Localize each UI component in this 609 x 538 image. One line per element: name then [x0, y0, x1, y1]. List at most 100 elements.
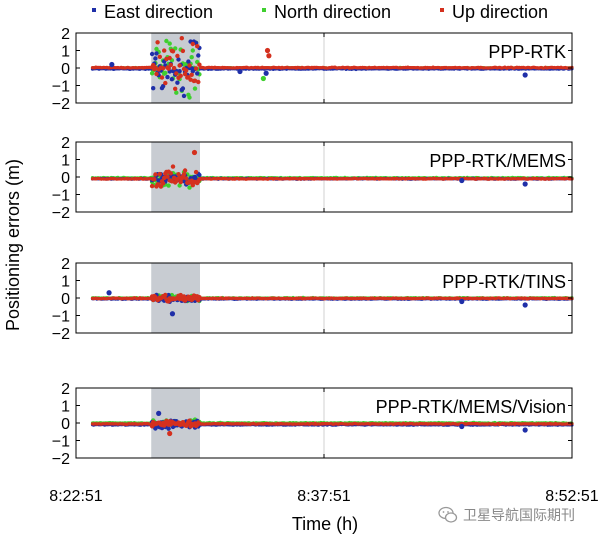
point-up	[188, 77, 193, 82]
point-up	[169, 179, 175, 184]
outlier-point	[522, 302, 528, 308]
point-north	[192, 86, 198, 91]
point-up	[184, 68, 189, 73]
legend-label-east: East direction	[104, 2, 213, 22]
outlier-point	[266, 53, 272, 59]
point-east	[154, 51, 159, 56]
point-north	[169, 292, 175, 298]
point-up	[155, 40, 160, 45]
point-up	[167, 55, 172, 61]
outlier-point	[522, 72, 528, 78]
point-up	[154, 71, 159, 77]
outlier-point	[522, 181, 528, 187]
legend-marker-north	[262, 8, 266, 12]
y-tick-label: 2	[61, 135, 70, 152]
point-north	[164, 38, 169, 44]
point-east	[181, 93, 187, 99]
point-up	[165, 174, 170, 179]
point-north	[187, 185, 192, 190]
point-up	[168, 171, 173, 176]
point-up	[192, 78, 198, 83]
y-tick-label: −1	[52, 79, 70, 96]
point-up	[159, 75, 165, 80]
point-east	[165, 74, 170, 80]
outlier-point	[459, 298, 465, 305]
point-north	[177, 183, 182, 188]
legend-marker-up	[440, 8, 444, 12]
point-north	[190, 48, 195, 53]
point-up	[171, 175, 177, 180]
point-east	[197, 172, 202, 178]
point-north	[189, 55, 194, 60]
point-up	[170, 49, 176, 54]
point-up	[196, 79, 201, 85]
data-points	[90, 290, 574, 317]
y-tick-label: −1	[52, 188, 70, 205]
point-east	[196, 53, 201, 58]
data-points	[90, 149, 574, 190]
legend-label-up: Up direction	[452, 2, 548, 22]
y-tick-label: 2	[61, 256, 70, 273]
y-tick-label: 1	[61, 44, 70, 61]
point-up	[170, 164, 176, 169]
point-up	[162, 175, 167, 181]
outlier-point	[264, 47, 271, 54]
point-up	[177, 63, 182, 68]
outlier-point	[263, 70, 269, 76]
outlier-point	[109, 61, 115, 68]
point-up	[163, 80, 168, 86]
point-up	[157, 54, 162, 59]
y-tick-label: −2	[52, 96, 70, 113]
data-points	[90, 410, 574, 437]
outlier-point	[237, 68, 243, 75]
point-east	[153, 426, 158, 431]
point-up	[168, 62, 173, 68]
point-east	[166, 426, 171, 431]
point-up	[157, 171, 162, 177]
point-east	[176, 57, 181, 62]
y-tick-label: 1	[61, 153, 70, 170]
point-up	[189, 72, 194, 78]
y-tick-label: 1	[61, 274, 70, 291]
point-up	[181, 172, 187, 177]
point-east	[177, 69, 182, 74]
point-up	[182, 71, 188, 77]
point-up	[158, 184, 164, 189]
point-up	[187, 63, 192, 68]
point-east	[153, 56, 158, 61]
outlier-point	[106, 290, 112, 296]
point-up	[174, 71, 179, 76]
point-up	[182, 168, 188, 173]
outlier-point	[260, 75, 266, 82]
outlier-point	[169, 311, 176, 317]
panel-title: PPP-RTK	[488, 42, 566, 62]
point-east	[149, 51, 155, 57]
point-up	[178, 179, 183, 185]
point-east	[180, 86, 186, 91]
legend-marker-east	[92, 8, 96, 12]
point-east	[195, 71, 200, 76]
point-up	[195, 44, 200, 49]
panels: 210−1−2PPP-RTK210−1−2PPP-RTK/MEMS210−1−2…	[52, 26, 574, 468]
point-north	[166, 183, 171, 188]
y-tick-label: −2	[52, 326, 70, 343]
point-up	[180, 48, 186, 54]
point-up	[176, 172, 181, 177]
y-tick-label: 0	[61, 291, 70, 308]
point-up	[164, 56, 169, 62]
point-up	[153, 172, 158, 177]
point-up	[171, 65, 177, 71]
point-up	[184, 176, 189, 181]
point-up	[160, 181, 166, 186]
point-north	[174, 90, 179, 95]
point-up	[179, 36, 184, 41]
point-east	[151, 86, 156, 91]
data-points	[90, 36, 574, 100]
point-north	[187, 95, 192, 100]
panel-title: PPP-RTK/TINS	[442, 272, 566, 292]
